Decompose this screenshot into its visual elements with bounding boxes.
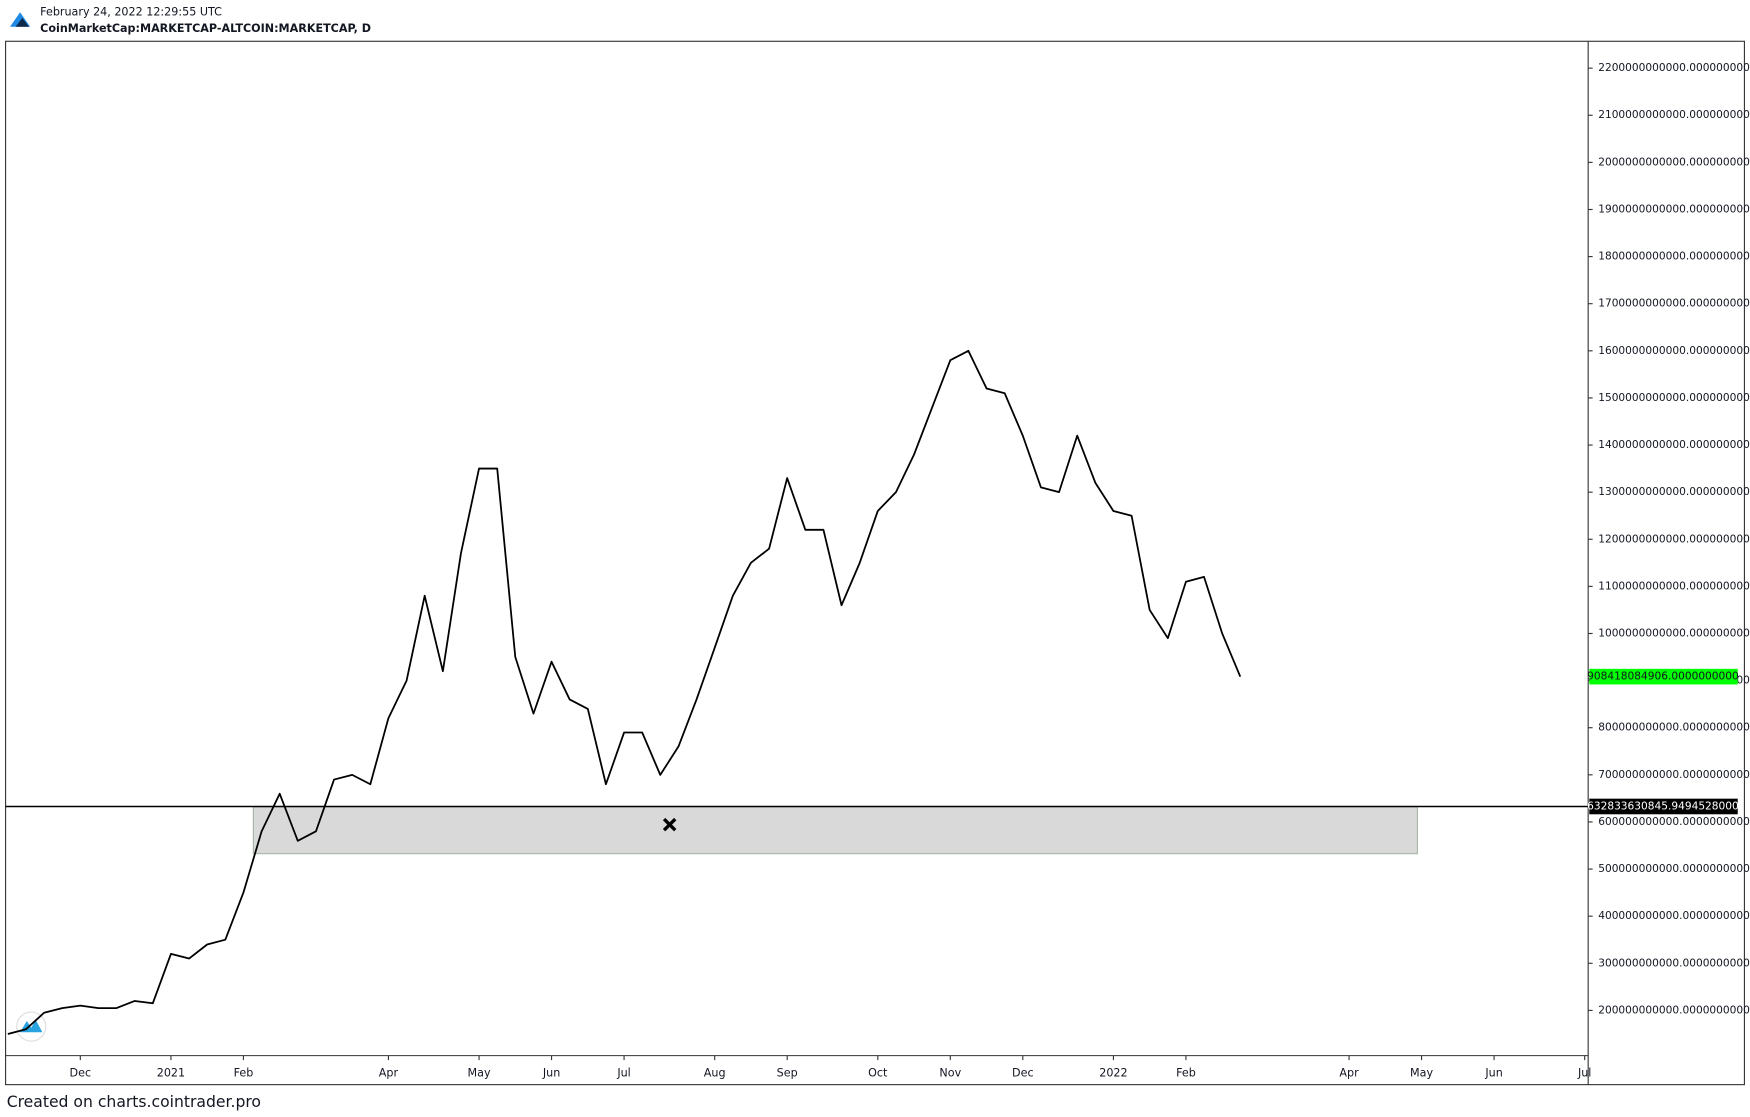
frame [5, 40, 1745, 1086]
y-tick-label: 1000000000000.0000000000 [1598, 627, 1750, 639]
timestamp: February 24, 2022 12:29:55 UTC [40, 5, 222, 18]
y-tick-label: 1500000000000.0000000000 [1598, 392, 1750, 404]
x-tick-label: Feb [234, 1066, 254, 1079]
x-tick-label: Dec [70, 1066, 92, 1079]
y-tick-label: 1900000000000.0000000000 [1598, 203, 1750, 215]
y-tick-label: 1400000000000.0000000000 [1598, 439, 1750, 451]
support-zone [252, 806, 1418, 855]
y-tick-label: 600000000000.0000000000 [1598, 816, 1750, 828]
x-tick-label: Nov [939, 1066, 961, 1079]
y-tick-label: 800000000000.0000000000 [1598, 722, 1750, 734]
logo [10, 12, 31, 27]
x-tick-label: May [468, 1066, 491, 1079]
y-tick-label: 400000000000.0000000000 [1598, 910, 1750, 922]
y-tick-label: 2200000000000.0000000000 [1598, 62, 1750, 74]
x-tick-label: Jun [1484, 1066, 1502, 1079]
current-price-tag [1589, 668, 1738, 685]
price-line-tag [1589, 798, 1738, 815]
y-tick-label: 1200000000000.0000000000 [1598, 533, 1750, 545]
y-tick-label: 1300000000000.0000000000 [1598, 486, 1750, 498]
y-tick-label: 700000000000.0000000000 [1598, 769, 1750, 781]
x-tick-label: 2021 [157, 1066, 185, 1079]
x-tick-label: Apr [379, 1066, 399, 1079]
watermark-logo [16, 1011, 47, 1042]
y-tick-label: 500000000000.0000000000 [1598, 863, 1750, 875]
y-tick-label: 2000000000000.0000000000 [1598, 156, 1750, 168]
x-marker [662, 817, 677, 832]
x-tick-label: Jul [1577, 1066, 1591, 1079]
x-tick-label: Sep [777, 1066, 798, 1079]
x-tick-label: 2022 [1099, 1066, 1127, 1079]
footer: Created on charts.cointrader.pro [7, 1093, 261, 1111]
x-tick-label: Feb [1176, 1066, 1196, 1079]
x-tick-label: Jun [542, 1066, 560, 1079]
y-tick-label: 1800000000000.0000000000 [1598, 251, 1750, 263]
symbol: CoinMarketCap:MARKETCAP-ALTCOIN:MARKETCA… [40, 22, 371, 35]
price-line-label: 632833630845.9494528000 [1587, 800, 1739, 812]
x-tick-label: Aug [704, 1066, 726, 1079]
y-tick-label: 2100000000000.0000000000 [1598, 109, 1750, 121]
current-price-label: 908418084906.0000000000 [1587, 671, 1739, 683]
y-tick-label: 300000000000.0000000000 [1598, 957, 1750, 969]
y-tick-label: 200000000000.0000000000 [1598, 1004, 1750, 1016]
x-tick-label: Dec [1012, 1066, 1034, 1079]
y-tick-label: 1700000000000.0000000000 [1598, 298, 1750, 310]
x-tick-label: Apr [1339, 1066, 1359, 1079]
x-tick-label: Jul [616, 1066, 630, 1079]
x-tick-label: May [1410, 1066, 1433, 1079]
y-tick-label: 1100000000000.0000000000 [1598, 580, 1750, 592]
price-line [7, 349, 1242, 1035]
y-tick-label: 1600000000000.0000000000 [1598, 345, 1750, 357]
x-tick-label: Oct [868, 1066, 888, 1079]
